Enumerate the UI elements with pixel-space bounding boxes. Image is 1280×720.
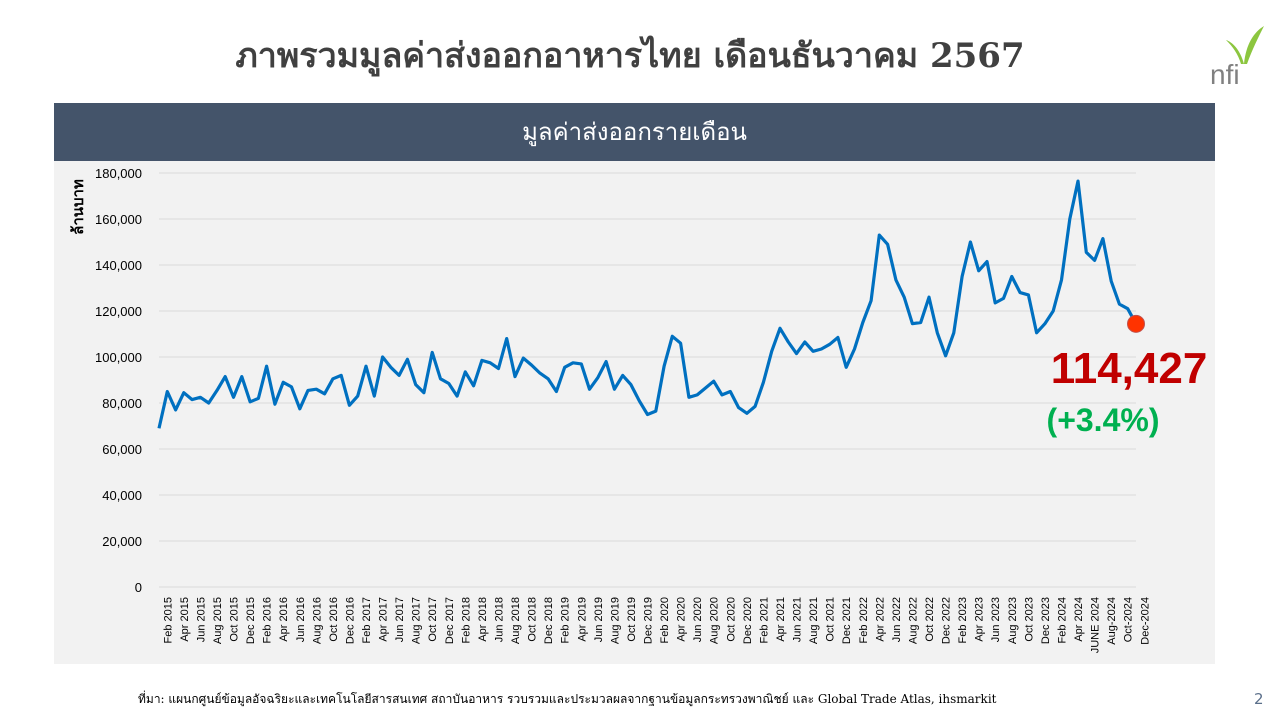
x-tick-label: Oct 2019 [626, 597, 638, 642]
x-tick-label: Feb 2020 [659, 597, 671, 643]
x-tick-label: Dec 2015 [245, 597, 257, 644]
x-tick-label: Apr 2022 [874, 597, 886, 642]
x-tick-label: Jun 2022 [891, 597, 903, 642]
x-tick-label: Aug 2019 [609, 597, 621, 644]
y-tick-label: 180,000 [95, 166, 142, 181]
x-tick-label: Aug 2021 [808, 597, 820, 644]
x-tick-label: Feb 2022 [858, 597, 870, 643]
y-tick-label: 40,000 [102, 488, 142, 503]
leaf-icon [1226, 40, 1244, 64]
page-title: ภาพรวมมูลค่าส่งออกอาหารไทย เดือนธันวาคม … [235, 36, 1025, 76]
x-tick-label: Jun 2018 [493, 597, 505, 642]
y-axis: 0 20,000 40,000 60,000 80,000 100,000 120,000 1… [95, 166, 142, 595]
last-change-label: (+3.4%) [1047, 402, 1160, 438]
chart-title: มูลค่าส่งออกรายเดือน [522, 118, 747, 146]
x-tick-label: JUNE 2024 [1090, 597, 1102, 653]
x-tick-label: Jun 2015 [195, 597, 207, 642]
x-tick-label: Oct 2017 [427, 597, 439, 642]
x-tick-label: Jun 2021 [792, 597, 804, 642]
last-point-marker [1127, 314, 1145, 333]
x-tick-label: Oct 2016 [328, 597, 340, 642]
y-tick-label: 100,000 [95, 350, 142, 365]
x-tick-label: Feb 2023 [957, 597, 969, 643]
monthly-export-line-chart: 0 20,000 40,000 60,000 80,000 100,000 120,000 1… [69, 166, 1208, 653]
x-tick-label: Feb 2019 [560, 597, 572, 643]
y-tick-label: 140,000 [95, 258, 142, 273]
logo-text: nfi [1210, 59, 1240, 90]
series-line [157, 179, 1138, 429]
source-note: ที่มา: แผนกศูนย์ข้อมูลอัจฉริยะและเทคโนโล… [138, 692, 997, 706]
x-tick-label: Jun 2023 [990, 597, 1002, 642]
leaf-icon [1244, 26, 1264, 64]
x-tick-label: Dec 2022 [941, 597, 953, 644]
x-tick-label: Apr 2020 [676, 597, 688, 642]
y-axis-label: ล้านบาท [69, 179, 87, 235]
x-tick-label: Jun 2019 [593, 597, 605, 642]
x-tick-label: Dec 2017 [444, 597, 456, 644]
x-tick-label: Aug 2015 [212, 597, 224, 644]
x-tick-label: Oct 2021 [825, 597, 837, 642]
y-tick-label: 20,000 [102, 534, 142, 549]
x-tick-label: Apr 2023 [974, 597, 986, 642]
x-tick-label: Aug 2016 [311, 597, 323, 644]
x-tick-label: Oct 2015 [229, 597, 241, 642]
y-tick-label: 80,000 [102, 396, 142, 411]
x-tick-label: Aug-2024 [1106, 597, 1118, 645]
x-tick-label: Dec-2024 [1139, 597, 1151, 645]
x-tick-label: Dec 2021 [841, 597, 853, 644]
x-tick-label: Apr 2017 [378, 597, 390, 642]
x-tick-label: Jun 2020 [692, 597, 704, 642]
x-tick-label: Feb 2015 [162, 597, 174, 643]
x-tick-label: Dec 2016 [344, 597, 356, 644]
chart-panel: 0 20,000 40,000 60,000 80,000 100,000 120,000 1… [54, 161, 1215, 664]
x-tick-label: Aug 2023 [1007, 597, 1019, 644]
y-tick-label: 120,000 [95, 304, 142, 319]
x-tick-label: Aug 2018 [510, 597, 522, 644]
x-tick-label: Oct 2023 [1023, 597, 1035, 642]
page-number: 2 [1254, 690, 1264, 708]
y-tick-label: 60,000 [102, 442, 142, 457]
x-tick-label: Feb 2018 [460, 597, 472, 643]
gridlines [159, 172, 1136, 588]
x-tick-label: Aug 2022 [907, 597, 919, 644]
x-tick-label: Jun 2016 [295, 597, 307, 642]
x-tick-label: Oct 2020 [725, 597, 737, 642]
x-tick-label: Dec 2019 [643, 597, 655, 644]
x-tick-label: Feb 2017 [361, 597, 373, 643]
chart-header-band: มูลค่าส่งออกรายเดือน [54, 103, 1215, 161]
x-tick-label: Apr 2015 [179, 597, 191, 642]
x-tick-label: Apr 2016 [278, 597, 290, 642]
x-tick-label: Oct-2024 [1123, 597, 1135, 642]
x-tick-label: Apr 2024 [1073, 597, 1085, 642]
x-axis: Feb 2015 Apr 2015 Jun 2015 Aug 2015 Oct 2015… [162, 597, 1151, 653]
x-tick-label: Dec 2023 [1040, 597, 1052, 644]
x-tick-label: Apr 2019 [576, 597, 588, 642]
y-tick-label: 0 [135, 580, 142, 595]
y-tick-label: 160,000 [95, 212, 142, 227]
x-tick-label: Dec 2018 [543, 597, 555, 644]
x-tick-label: Aug 2020 [709, 597, 721, 644]
x-tick-label: Dec 2020 [742, 597, 754, 644]
x-tick-label: Feb 2021 [758, 597, 770, 643]
x-tick-label: Apr 2021 [775, 597, 787, 642]
last-value-label: 114,427 [1051, 344, 1208, 393]
x-tick-label: Aug 2017 [411, 597, 423, 644]
nfi-logo: nfi [1210, 26, 1264, 90]
x-tick-label: Oct 2018 [527, 597, 539, 642]
x-tick-label: Apr 2018 [477, 597, 489, 642]
x-tick-label: Jun 2017 [394, 597, 406, 642]
x-tick-label: Oct 2022 [924, 597, 936, 642]
x-tick-label: Feb 2024 [1056, 597, 1068, 643]
x-tick-label: Feb 2016 [262, 597, 274, 643]
